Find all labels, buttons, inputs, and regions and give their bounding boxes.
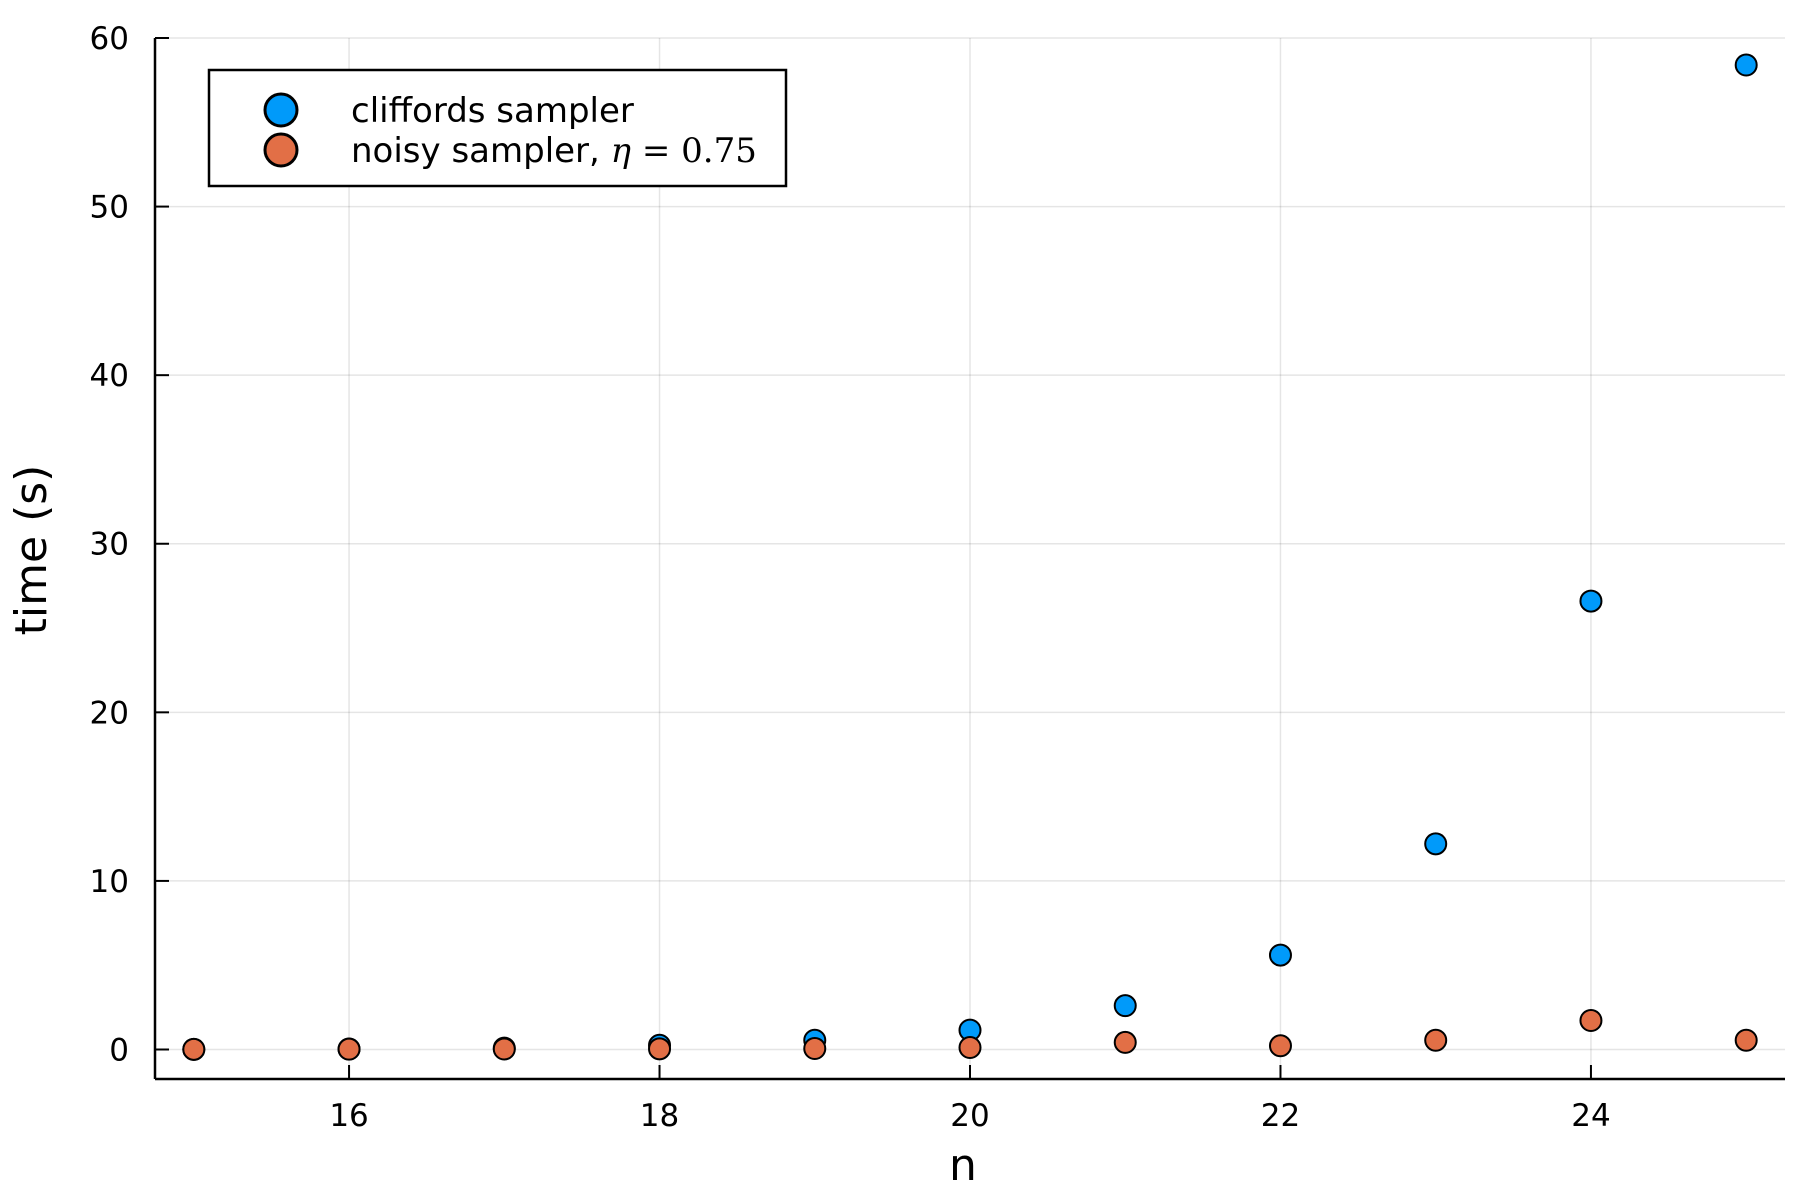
y-tick-label: 0 xyxy=(109,1032,129,1068)
x-tick-label: 22 xyxy=(1261,1098,1300,1134)
axes xyxy=(153,37,1785,1081)
x-tick-label: 20 xyxy=(950,1098,989,1134)
data-point xyxy=(492,1037,516,1061)
legend-marker-noisy xyxy=(263,132,299,168)
legend-label-noisy-equals: = xyxy=(631,131,681,171)
x-tick-label: 16 xyxy=(329,1098,368,1134)
data-point xyxy=(1579,1009,1603,1033)
y-tick-label: 30 xyxy=(90,527,129,563)
x-tick-label: 18 xyxy=(640,1098,679,1134)
grid xyxy=(155,37,1785,1079)
data-points xyxy=(182,53,1758,1061)
data-point xyxy=(337,1037,361,1061)
data-point xyxy=(648,1037,672,1061)
legend-label-noisy-value: 0.75 xyxy=(681,131,757,171)
legend-label-cliffords: cliffords sampler xyxy=(351,91,634,131)
legend: cliffords sampler noisy sampler, η = 0.7… xyxy=(207,68,788,188)
series-noisy xyxy=(182,1009,1758,1061)
y-tick-label: 60 xyxy=(90,21,129,57)
y-tick-label: 40 xyxy=(90,358,129,394)
data-point xyxy=(1268,943,1292,967)
data-point xyxy=(1424,832,1448,856)
y-tick-label: 20 xyxy=(90,695,129,731)
y-tick-label: 10 xyxy=(90,864,129,900)
data-point xyxy=(1579,589,1603,613)
data-point xyxy=(1268,1034,1292,1058)
data-point xyxy=(803,1036,827,1060)
x-axis-label: n xyxy=(949,1140,977,1191)
y-axis-label: time (s) xyxy=(6,465,57,636)
legend-marker-cliffords xyxy=(263,92,299,128)
data-point xyxy=(1424,1028,1448,1052)
legend-label-noisy: noisy sampler, η = 0.75 xyxy=(351,131,757,171)
y-tick-label: 50 xyxy=(90,190,129,226)
data-point xyxy=(1734,53,1758,77)
x-tick-label: 24 xyxy=(1571,1098,1610,1134)
data-point xyxy=(1113,994,1137,1018)
legend-box xyxy=(207,68,788,188)
legend-label-noisy-text: noisy sampler, xyxy=(351,131,611,171)
tick-labels: 16 18 20 22 24 0 10 20 30 40 50 60 xyxy=(90,21,1611,1134)
data-point xyxy=(958,1035,982,1059)
data-point xyxy=(182,1037,206,1061)
legend-label-noisy-eta: η xyxy=(611,131,632,171)
data-point xyxy=(1113,1030,1137,1054)
data-point xyxy=(1734,1028,1758,1052)
